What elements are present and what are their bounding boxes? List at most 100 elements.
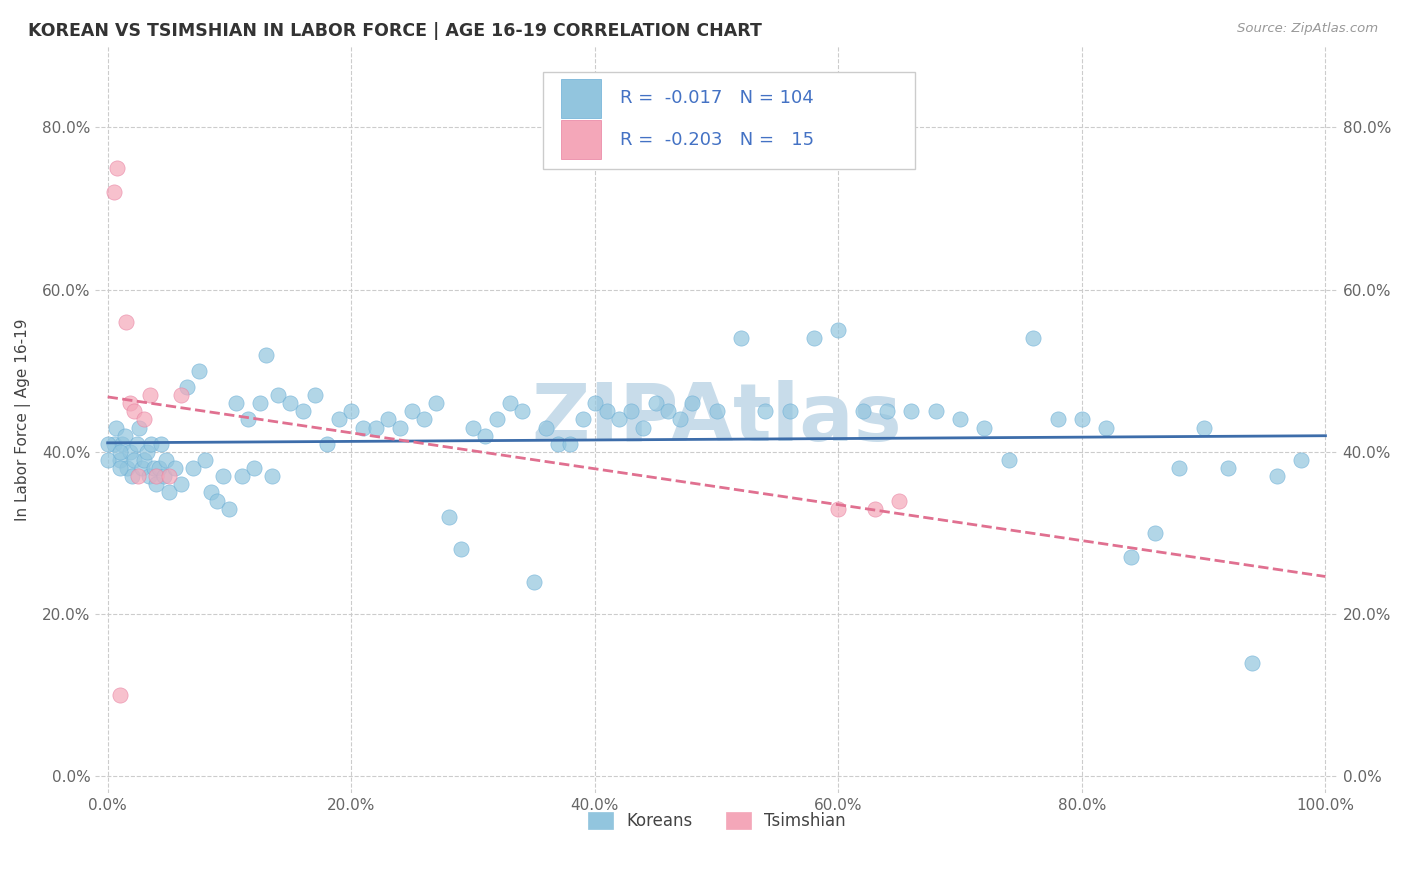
- Point: [115, 315, 138, 329]
- Point: [450, 542, 472, 557]
- Point: [145, 477, 167, 491]
- FancyBboxPatch shape: [543, 72, 915, 169]
- Point: [170, 477, 193, 491]
- Point: [124, 404, 146, 418]
- Point: [267, 388, 290, 402]
- Point: [1095, 420, 1118, 434]
- Point: [388, 420, 411, 434]
- Point: [315, 437, 337, 451]
- FancyBboxPatch shape: [561, 79, 600, 118]
- Point: [1143, 526, 1166, 541]
- Point: [108, 445, 131, 459]
- Point: [188, 364, 211, 378]
- Point: [170, 388, 193, 402]
- Point: [225, 396, 247, 410]
- Point: [364, 420, 387, 434]
- Point: [157, 485, 180, 500]
- Point: [620, 404, 643, 418]
- Point: [547, 437, 569, 451]
- Point: [138, 469, 160, 483]
- Point: [1289, 453, 1312, 467]
- Point: [194, 453, 217, 467]
- Point: [998, 453, 1021, 467]
- Point: [254, 347, 277, 361]
- Point: [124, 453, 146, 467]
- Text: R =  -0.203   N =   15: R = -0.203 N = 15: [620, 130, 814, 149]
- Point: [212, 469, 235, 483]
- Legend: Koreans, Tsimshian: Koreans, Tsimshian: [581, 805, 852, 837]
- Point: [523, 574, 546, 589]
- Point: [103, 437, 125, 451]
- Text: R =  -0.017   N = 104: R = -0.017 N = 104: [620, 89, 814, 107]
- Point: [142, 461, 165, 475]
- Point: [827, 323, 849, 337]
- Point: [260, 469, 283, 483]
- Y-axis label: In Labor Force | Age 16-19: In Labor Force | Age 16-19: [15, 318, 31, 521]
- Point: [328, 412, 350, 426]
- Text: ZIPAtlas: ZIPAtlas: [531, 380, 901, 458]
- Point: [135, 445, 157, 459]
- Point: [118, 396, 141, 410]
- Point: [596, 404, 619, 418]
- Point: [134, 453, 156, 467]
- Point: [486, 412, 509, 426]
- Point: [125, 437, 148, 451]
- Point: [340, 404, 363, 418]
- Point: [115, 461, 138, 475]
- Point: [437, 509, 460, 524]
- Point: [730, 331, 752, 345]
- Point: [401, 404, 423, 418]
- Point: [534, 420, 557, 434]
- Point: [105, 420, 128, 434]
- Point: [706, 404, 728, 418]
- Point: [249, 396, 271, 410]
- Point: [97, 437, 120, 451]
- Point: [150, 437, 173, 451]
- Point: [163, 461, 186, 475]
- Point: [973, 420, 995, 434]
- Point: [131, 461, 153, 475]
- Point: [218, 501, 240, 516]
- Point: [200, 485, 222, 500]
- Point: [377, 412, 399, 426]
- FancyBboxPatch shape: [561, 120, 600, 159]
- Point: [114, 428, 136, 442]
- Point: [657, 404, 679, 418]
- Point: [97, 453, 120, 467]
- Point: [863, 501, 886, 516]
- Point: [669, 412, 692, 426]
- Point: [108, 688, 131, 702]
- Point: [827, 501, 849, 516]
- Point: [111, 437, 134, 451]
- Point: [155, 453, 177, 467]
- Point: [1070, 412, 1092, 426]
- Point: [352, 420, 374, 434]
- Point: [118, 445, 141, 459]
- Point: [560, 437, 582, 451]
- Point: [128, 420, 150, 434]
- Point: [278, 396, 301, 410]
- Point: [413, 412, 436, 426]
- Point: [754, 404, 776, 418]
- Point: [108, 453, 131, 467]
- Point: [148, 461, 170, 475]
- Text: Source: ZipAtlas.com: Source: ZipAtlas.com: [1237, 22, 1378, 36]
- Point: [103, 186, 125, 200]
- Point: [1216, 461, 1239, 475]
- Point: [900, 404, 922, 418]
- Point: [1168, 461, 1191, 475]
- Point: [141, 437, 163, 451]
- Point: [644, 396, 666, 410]
- Point: [779, 404, 801, 418]
- Point: [803, 331, 825, 345]
- Point: [105, 161, 128, 175]
- Point: [852, 404, 875, 418]
- Point: [145, 469, 167, 483]
- Point: [127, 469, 149, 483]
- Point: [498, 396, 520, 410]
- Point: [583, 396, 606, 410]
- Point: [291, 404, 314, 418]
- Point: [1192, 420, 1215, 434]
- Point: [243, 461, 266, 475]
- Point: [157, 469, 180, 483]
